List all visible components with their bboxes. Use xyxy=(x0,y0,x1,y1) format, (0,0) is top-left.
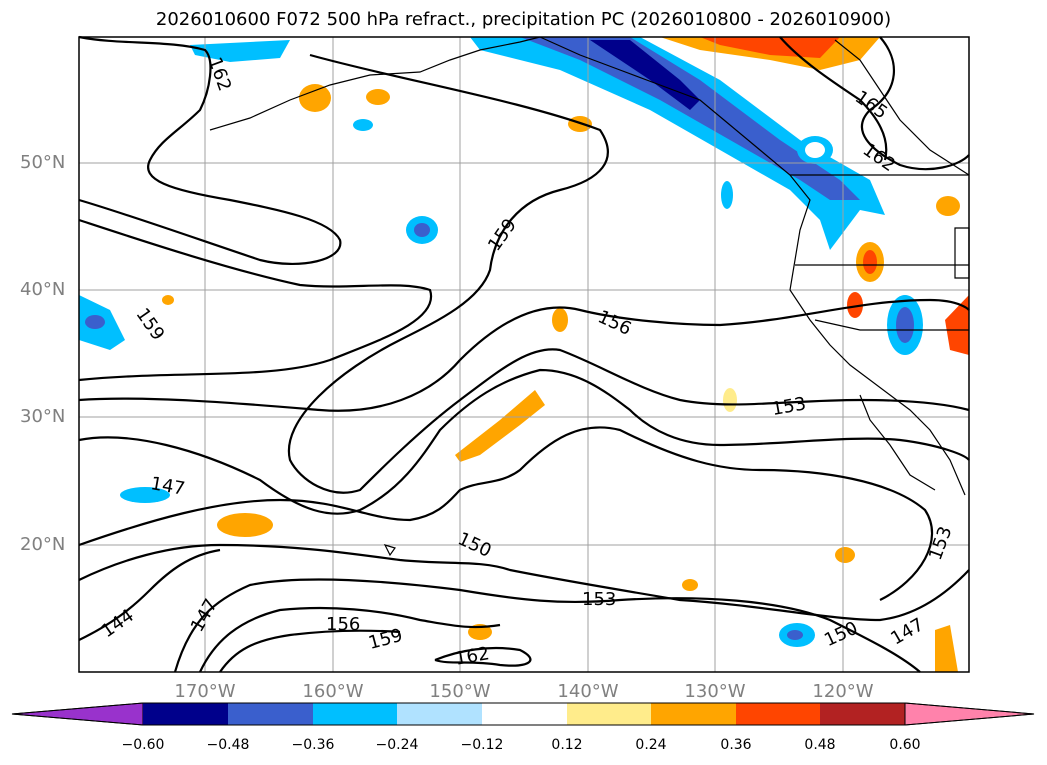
map-title: 2026010600 F072 500 hPa refract., precip… xyxy=(155,9,892,30)
contour-label: 162 xyxy=(454,643,491,670)
colorbar-tick-label: 0.36 xyxy=(720,737,752,753)
map-frame xyxy=(78,36,970,673)
precip-blob-2-core xyxy=(896,307,914,343)
contour-label: 156 xyxy=(594,306,634,340)
precip-orange-13 xyxy=(835,547,855,563)
colorbar-bin xyxy=(313,703,397,725)
precip-orange-6 xyxy=(552,308,568,332)
colorbar-tick-label: 0.12 xyxy=(551,737,583,753)
colorbar-bin xyxy=(651,703,736,725)
precip-orange-14 xyxy=(682,579,698,591)
lon-label: 170°W xyxy=(174,681,236,702)
precip-orange-9 xyxy=(936,196,960,216)
contour-label: 150 xyxy=(821,618,861,652)
precip-orange-1 xyxy=(299,84,331,112)
contour-label: 153 xyxy=(925,524,956,563)
lat-label: 30°N xyxy=(20,406,66,427)
colorbar-tick-label: −0.24 xyxy=(375,737,419,753)
precip-blob-3-core xyxy=(787,630,803,640)
precip-orange-15 xyxy=(162,295,174,305)
lat-label: 50°N xyxy=(20,152,66,173)
precip-hole-2 xyxy=(805,142,825,158)
colorbar-tick-label: 0.48 xyxy=(804,737,836,753)
colorbar-bin xyxy=(397,703,482,725)
graticule xyxy=(79,37,969,672)
contour-label: 162 xyxy=(859,139,899,176)
precip-orange-5 xyxy=(455,390,545,462)
colorbar-bin xyxy=(567,703,651,725)
precip-band-ne-core xyxy=(700,37,840,58)
precip-blob-1-core xyxy=(414,223,430,237)
precip-orange-11 xyxy=(935,625,958,672)
precip-blob-6 xyxy=(353,119,373,131)
lat-label: 20°N xyxy=(20,534,66,555)
lon-label: 130°W xyxy=(684,681,746,702)
colorbar-extend-low xyxy=(11,702,144,726)
colorbar-tick-label: 0.60 xyxy=(889,737,921,753)
lat-label: 40°N xyxy=(20,279,66,300)
precip-left-core xyxy=(85,315,105,329)
precip-blob-5 xyxy=(721,181,733,209)
contour-label: 156 xyxy=(326,614,360,635)
precip-orange-7-core xyxy=(863,250,877,274)
contour-label: 144 xyxy=(98,605,138,642)
colorbar-outline xyxy=(11,702,1035,726)
precip-orange-16 xyxy=(723,388,737,412)
precip-top-left xyxy=(190,40,290,62)
lon-label: 140°W xyxy=(557,681,619,702)
precip-orange-4 xyxy=(217,513,273,537)
precip-band-nw-inner xyxy=(520,37,860,200)
colorbar-tick-label: −0.12 xyxy=(460,737,504,753)
contour-label: 159 xyxy=(484,215,521,255)
precip-orange-2 xyxy=(366,89,390,105)
colorbar-extend-high xyxy=(904,702,1035,726)
colorbar-tick-label: −0.36 xyxy=(291,737,335,753)
lon-label: 150°W xyxy=(429,681,491,702)
colorbar-bin xyxy=(820,703,905,725)
colorbar-bin xyxy=(736,703,820,725)
colorbar-bin xyxy=(482,703,567,725)
colorbar-tick-label: −0.48 xyxy=(206,737,250,753)
coastlines xyxy=(209,36,970,557)
precip-orange-8 xyxy=(847,292,863,318)
colorbar xyxy=(11,702,1035,726)
contour-label: 153 xyxy=(770,393,807,420)
contour-label: 159 xyxy=(131,304,168,344)
contour-label: 147 xyxy=(187,595,222,635)
contour-label: 153 xyxy=(582,589,616,610)
refractivity-contours xyxy=(78,35,970,673)
lon-label: 160°W xyxy=(302,681,364,702)
lon-label: 120°W xyxy=(812,681,874,702)
precip-band-nw-core xyxy=(590,40,700,110)
contour-label: 159 xyxy=(366,625,405,654)
colorbar-tick-label: 0.24 xyxy=(635,737,667,753)
colorbar-tick-label: −0.60 xyxy=(121,737,165,753)
colorbar-bin xyxy=(228,703,313,725)
precip-orange-10 xyxy=(945,295,969,355)
contour-label: 165 xyxy=(851,87,891,124)
contour-label: 147 xyxy=(887,614,927,649)
precip-shading xyxy=(79,37,969,672)
colorbar-bin xyxy=(143,703,228,725)
precip-blob-4 xyxy=(120,487,170,503)
